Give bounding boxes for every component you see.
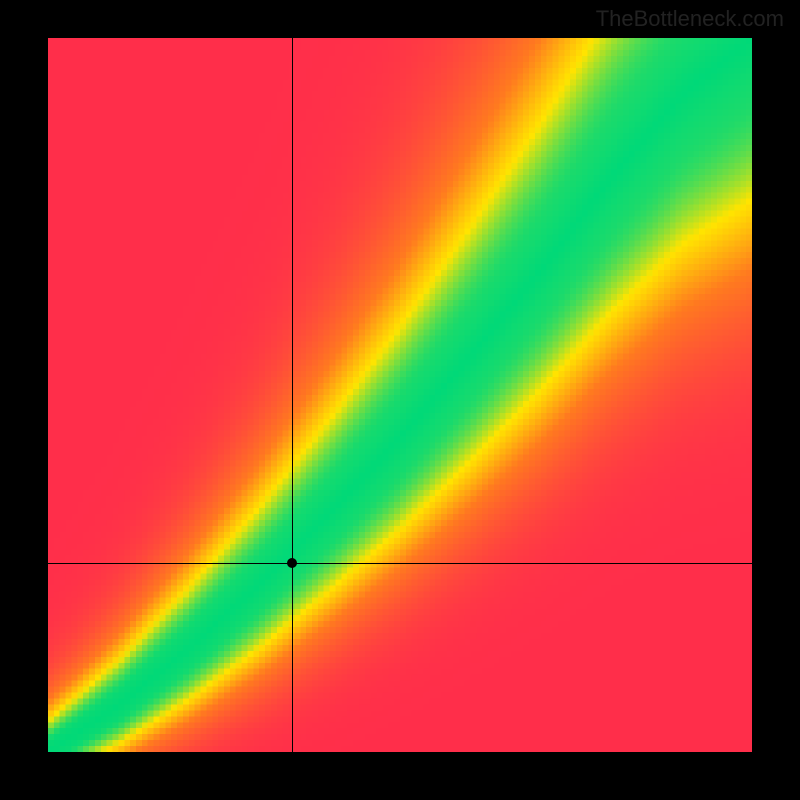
watermark: TheBottleneck.com (596, 6, 784, 32)
plot-area (48, 38, 752, 752)
crosshair-vertical (292, 38, 293, 752)
heatmap-canvas (48, 38, 752, 752)
crosshair-horizontal (48, 563, 752, 564)
marker-dot (287, 558, 297, 568)
